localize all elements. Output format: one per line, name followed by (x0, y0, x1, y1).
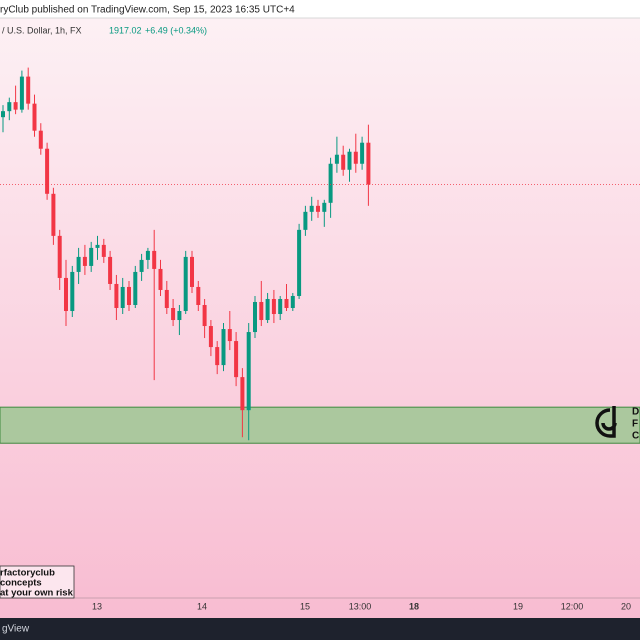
candle-body (208, 326, 213, 348)
candle-body (360, 142, 365, 164)
candle-body (328, 163, 333, 203)
candle-body (265, 298, 270, 321)
candle-body (240, 377, 245, 411)
candle-body (32, 103, 37, 131)
logo-mark (595, 406, 617, 438)
candle-body (284, 298, 289, 308)
candle-body (177, 311, 182, 321)
candle-body (89, 247, 94, 266)
candle-body (70, 271, 75, 312)
x-tick-label: 15 (300, 601, 310, 611)
candle-body (278, 298, 283, 315)
candle-body (1, 111, 5, 118)
candle-body (334, 154, 339, 164)
candle-body (353, 151, 358, 164)
candle-body (26, 76, 31, 104)
candle-body (259, 301, 264, 321)
candle-body (246, 332, 251, 411)
candle-body (253, 301, 257, 333)
footer-text: gView (2, 624, 30, 635)
candle-body (13, 102, 18, 110)
candle-body (133, 271, 138, 305)
note-line: concepts (0, 578, 42, 589)
candle-body (82, 256, 87, 266)
header-bar (0, 0, 640, 18)
candle-body (76, 256, 81, 272)
candle-body (221, 329, 226, 366)
candle-body (366, 142, 371, 185)
candle-body (127, 286, 131, 305)
candle-body (7, 102, 12, 112)
x-tick-label: 20 (621, 601, 631, 611)
candle-body (108, 256, 113, 284)
candle-body (64, 277, 68, 312)
note-line: rfactoryclub (0, 568, 55, 579)
x-tick-label: 13 (92, 601, 102, 611)
candle-body (139, 259, 144, 272)
candle-body (38, 130, 43, 149)
candle-body (347, 151, 352, 170)
candle-body (19, 76, 24, 110)
candle-body (215, 347, 220, 366)
x-tick-label: 19 (513, 601, 523, 611)
symbol: / U.S. Dollar, 1h, FX (2, 25, 82, 35)
x-axis: 13 14 15 13:00 18 19 12:00 20 (92, 601, 631, 611)
candle-body (145, 250, 150, 260)
candle-body (164, 289, 169, 308)
note-box (0, 565, 75, 599)
candle-body (120, 286, 125, 308)
candle-body (202, 304, 207, 327)
candle-body (271, 298, 276, 315)
candle-body (290, 295, 295, 308)
note-line: at your own risk (0, 588, 74, 599)
footer-bar (0, 618, 640, 640)
candle-body (227, 329, 232, 342)
candle-body (234, 341, 239, 378)
candle-body (196, 286, 201, 305)
x-tick-label: 13:00 (349, 601, 372, 611)
candle-body (114, 283, 119, 308)
candle-body (45, 148, 50, 194)
candle-body (309, 205, 314, 212)
logo-text: D (632, 407, 639, 418)
x-tick-label: 12:00 (561, 601, 584, 611)
change: +6.49 (+0.34%) (145, 25, 207, 35)
candle-body (101, 244, 106, 257)
candle-body (183, 256, 188, 312)
candle-body (316, 205, 320, 212)
candle-body (57, 235, 62, 278)
candle-body (297, 229, 302, 296)
candle-body (158, 268, 163, 290)
price: 1917.02 (109, 25, 142, 35)
logo-text: F (632, 419, 638, 430)
candle-body (303, 211, 308, 230)
candle-body (322, 202, 327, 212)
x-tick-label: 14 (197, 601, 207, 611)
logo: D F C (595, 406, 639, 442)
candle-body (51, 193, 56, 236)
x-tick-label: 18 (409, 601, 419, 611)
candle-body (152, 250, 157, 269)
plot (0, 67, 640, 444)
candle-body (190, 256, 194, 287)
candle-body (341, 154, 346, 170)
zone (0, 406, 640, 444)
candle-body (95, 244, 100, 248)
logo-text: C (632, 431, 639, 442)
candle-body (171, 308, 176, 321)
header-text: ryClub published on TradingView.com, Sep… (0, 5, 295, 16)
